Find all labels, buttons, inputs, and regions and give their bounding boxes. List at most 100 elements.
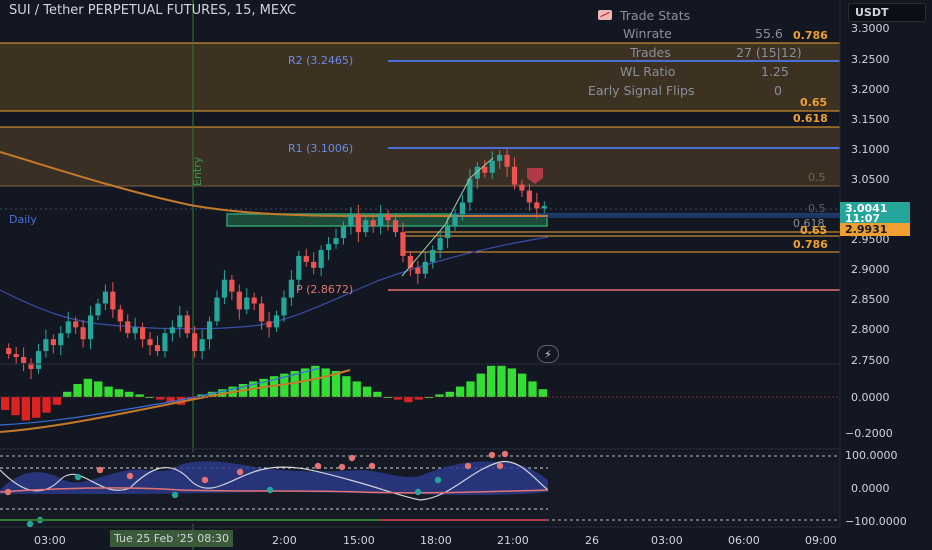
rsi-dot — [348, 454, 356, 462]
histogram-bar — [517, 373, 527, 397]
rsi-dot — [368, 462, 376, 470]
secondary-price-tag: 2.9931 — [840, 223, 910, 236]
trade-stats-panel: Trade Stats Winrate 55.6 Trades 27 (15|1… — [588, 6, 802, 99]
histogram-bar — [166, 397, 175, 403]
candle-body — [318, 250, 324, 268]
candle-body — [95, 303, 101, 316]
histogram-bar — [362, 386, 372, 397]
time-tick-0600: 06:00 — [728, 534, 760, 547]
candle-body — [110, 291, 116, 310]
candle-body — [184, 315, 190, 334]
histogram-bar — [445, 391, 454, 397]
candle-body — [281, 297, 287, 316]
price-tick-3150: 3.1500 — [851, 113, 890, 126]
candle-body — [140, 327, 146, 340]
histogram-bar — [352, 381, 361, 397]
candle-body — [497, 154, 503, 161]
candle-body — [6, 348, 12, 355]
candle-body — [459, 202, 466, 215]
candle-body — [311, 261, 317, 268]
sell-signal-marker — [527, 168, 543, 184]
histogram-bar — [538, 389, 547, 397]
candle-body — [437, 238, 443, 250]
winrate-label: Winrate — [623, 26, 672, 41]
fib-label-05: 0.5 — [808, 202, 826, 215]
histogram-bar — [486, 365, 496, 397]
candle-body — [288, 279, 294, 298]
rsi-dot — [464, 462, 472, 470]
fib-label-0786-top: 0.786 — [793, 29, 828, 42]
histogram-bar — [114, 389, 124, 397]
wl-ratio-value: 1.25 — [761, 64, 789, 79]
candle-body — [20, 357, 27, 363]
candle-body — [199, 339, 205, 352]
histogram-bar — [83, 378, 93, 397]
r1-label: R1 (3.1006) — [288, 142, 354, 155]
candle-body — [296, 255, 302, 280]
candle-body — [415, 267, 421, 274]
histogram-bar — [42, 397, 51, 413]
rsi-dot — [201, 476, 209, 484]
candle-body — [162, 333, 168, 352]
fib-label-0618: 0.618 — [793, 217, 825, 230]
candle-body — [303, 255, 309, 262]
histogram-bar — [393, 397, 403, 400]
rsi-tick-neg100: −100.0000 — [845, 515, 907, 528]
rsi-dot — [338, 463, 346, 471]
histogram-bar — [528, 381, 537, 397]
candle-body — [273, 315, 280, 328]
candle-body — [482, 166, 488, 173]
histogram-bar — [104, 386, 113, 397]
histogram-bar — [63, 391, 72, 397]
time-cursor-tail: 2:00 — [272, 534, 297, 547]
osc-orange-line — [0, 369, 351, 433]
candles-group — [6, 147, 547, 380]
rsi-dot — [434, 476, 442, 484]
daily-zone-box — [452, 213, 840, 218]
candle-body — [511, 166, 518, 185]
flash-icon[interactable]: ⚡ — [537, 345, 559, 363]
candle-body — [28, 362, 34, 369]
price-tick-2950: 2.9500 — [851, 233, 890, 246]
candle-body — [534, 202, 540, 209]
countdown-tag: 11:07 — [840, 212, 910, 225]
fib-zone-upper — [0, 43, 840, 111]
candle-body — [35, 351, 42, 369]
candle-body — [214, 297, 220, 322]
histogram-bar — [32, 397, 41, 418]
histogram-bar — [321, 368, 330, 397]
price-tick-2750: 2.7500 — [851, 354, 890, 367]
rsi-dot — [96, 466, 104, 474]
histogram-bar — [497, 365, 506, 397]
price-tick-3200: 3.2000 — [851, 83, 890, 96]
r2-label: R2 (3.2465) — [288, 54, 354, 67]
candle-body — [400, 232, 406, 256]
histogram-bar — [135, 394, 144, 397]
histogram-bar — [373, 391, 382, 397]
rsi-dot — [236, 468, 244, 476]
histogram-bar — [404, 397, 413, 403]
candle-body — [206, 321, 213, 340]
winrate-value: 55.6 — [755, 26, 783, 41]
candle-body — [266, 321, 272, 328]
candle-body — [325, 244, 332, 250]
histogram-bar — [466, 381, 475, 397]
rsi-dot — [314, 462, 322, 470]
candle-body — [370, 220, 376, 227]
symbol-title[interactable]: SUI / Tether PERPETUAL FUTURES, 15, MEXC — [9, 3, 297, 18]
candle-body — [169, 327, 175, 334]
candle-body — [229, 279, 235, 292]
candle-body — [244, 297, 250, 310]
candle-body — [489, 160, 495, 173]
histogram-bar — [507, 368, 516, 397]
histogram-bar — [73, 384, 82, 397]
candle-body — [259, 303, 265, 322]
candle-body — [80, 327, 86, 340]
currency-button[interactable]: USDT — [848, 3, 926, 22]
histogram-bar — [342, 376, 351, 397]
wl-ratio-label: WL Ratio — [620, 64, 676, 79]
ema-orange-line — [0, 151, 548, 218]
histogram-bar — [331, 371, 341, 397]
rsi-dot — [4, 488, 12, 496]
